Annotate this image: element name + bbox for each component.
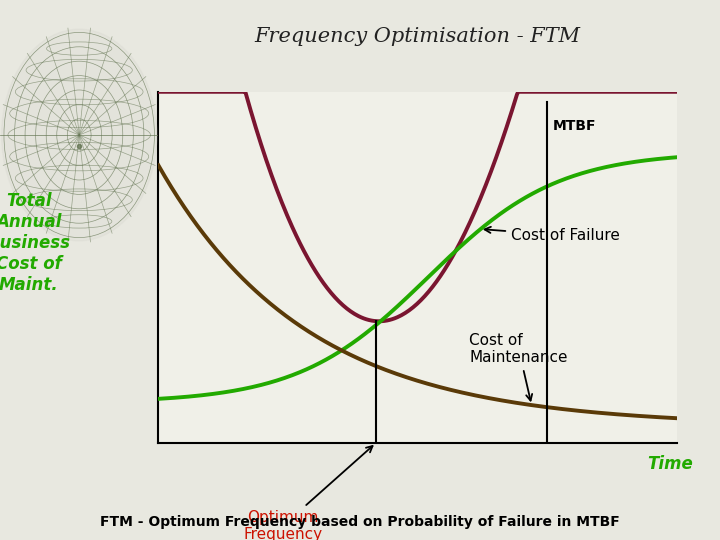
Text: Total
Annual
Business
Cost of
Maint.: Total Annual Business Cost of Maint. xyxy=(0,192,71,294)
Text: MTBF: MTBF xyxy=(552,119,596,132)
Text: FTM - Optimum Frequency based on Probability of Failure in MTBF: FTM - Optimum Frequency based on Probabi… xyxy=(100,515,620,529)
Text: Cost of Failure: Cost of Failure xyxy=(485,227,620,243)
Text: Cost of
Maintenance: Cost of Maintenance xyxy=(469,333,568,401)
Text: Time: Time xyxy=(647,455,693,474)
Text: Optimum
Frequency: Optimum Frequency xyxy=(243,446,372,540)
Circle shape xyxy=(1,29,157,241)
Text: Frequency Optimisation - FTM: Frequency Optimisation - FTM xyxy=(255,27,580,46)
